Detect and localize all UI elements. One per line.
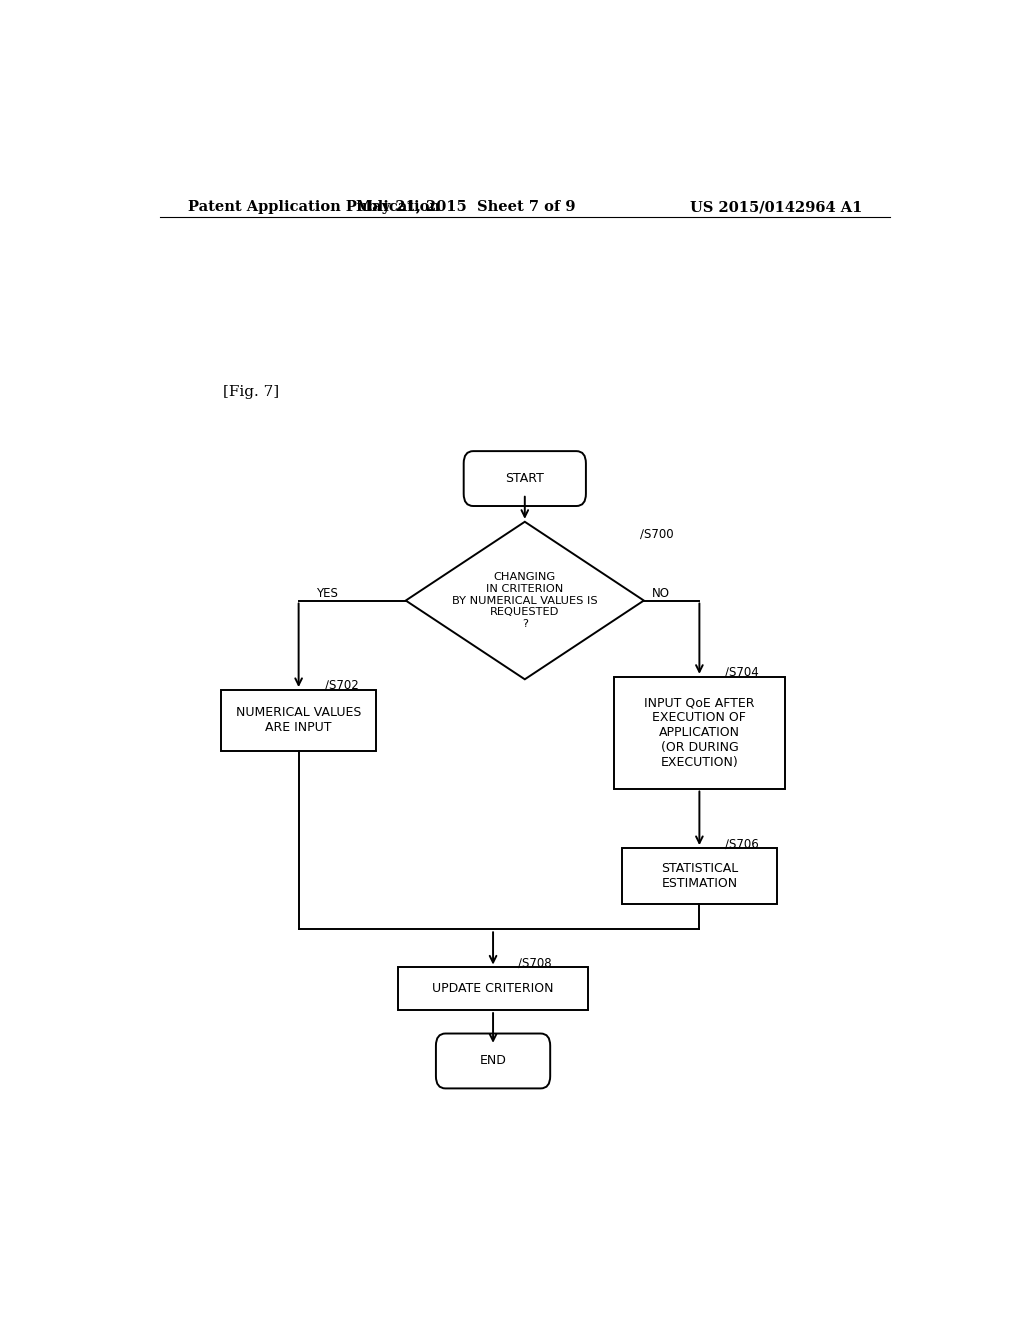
Bar	[221, 690, 376, 751]
Bar	[397, 968, 588, 1010]
Text: START: START	[506, 473, 544, 484]
Text: NUMERICAL VALUES
ARE INPUT: NUMERICAL VALUES ARE INPUT	[236, 706, 361, 734]
Bar	[622, 847, 777, 904]
FancyBboxPatch shape	[464, 451, 586, 506]
Text: ∕S708: ∕S708	[518, 957, 552, 970]
Text: NO: NO	[652, 587, 670, 599]
FancyBboxPatch shape	[436, 1034, 550, 1089]
Text: [Fig. 7]: [Fig. 7]	[223, 385, 280, 399]
Bar	[614, 677, 784, 788]
Text: ∕S700: ∕S700	[640, 528, 674, 541]
Text: US 2015/0142964 A1: US 2015/0142964 A1	[690, 201, 862, 214]
Text: ∕S704: ∕S704	[725, 667, 759, 680]
Text: END: END	[479, 1055, 507, 1068]
Text: INPUT QoE AFTER
EXECUTION OF
APPLICATION
(OR DURING
EXECUTION): INPUT QoE AFTER EXECUTION OF APPLICATION…	[644, 696, 755, 770]
Text: ∕S702: ∕S702	[325, 678, 358, 692]
Text: CHANGING
IN CRITERION
BY NUMERICAL VALUES IS
REQUESTED
?: CHANGING IN CRITERION BY NUMERICAL VALUE…	[452, 573, 598, 628]
Text: Patent Application Publication: Patent Application Publication	[187, 201, 439, 214]
Text: ∕S706: ∕S706	[725, 838, 759, 851]
Polygon shape	[406, 521, 644, 680]
Text: UPDATE CRITERION: UPDATE CRITERION	[432, 982, 554, 995]
Text: May 21, 2015  Sheet 7 of 9: May 21, 2015 Sheet 7 of 9	[355, 201, 575, 214]
Text: YES: YES	[316, 587, 338, 599]
Text: STATISTICAL
ESTIMATION: STATISTICAL ESTIMATION	[660, 862, 738, 890]
